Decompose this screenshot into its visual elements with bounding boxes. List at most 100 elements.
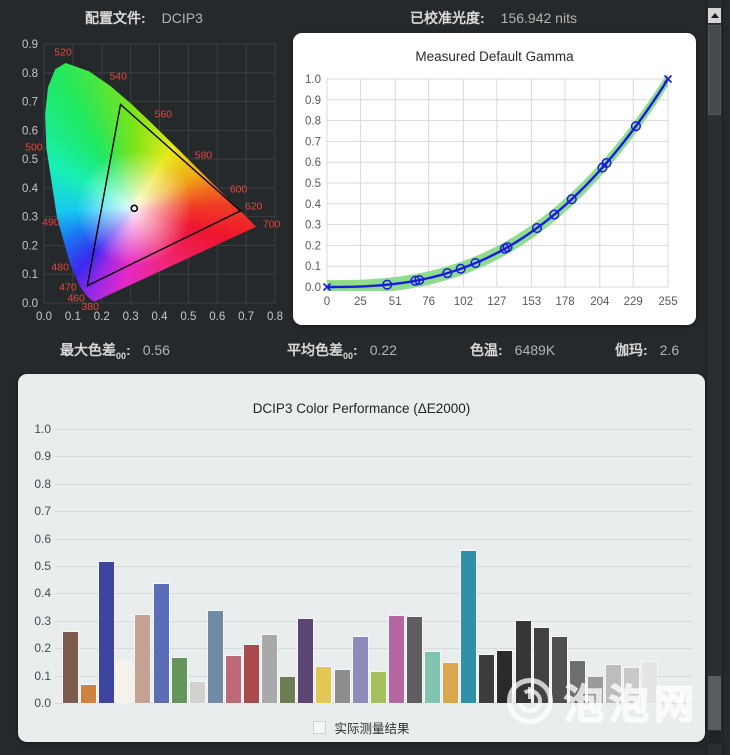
svg-text:0.4: 0.4 <box>152 311 169 323</box>
svg-text:0.4: 0.4 <box>305 199 322 211</box>
profile-field: 配置文件: DCIP3 <box>85 8 203 28</box>
wavelength-label: 700 <box>263 219 281 231</box>
svg-text:0.3: 0.3 <box>305 220 321 232</box>
svg-text:76: 76 <box>422 296 435 308</box>
svg-text:0.1: 0.1 <box>65 311 81 323</box>
bar <box>298 619 314 703</box>
y-tick-label: 0.6 <box>34 531 51 546</box>
svg-text:0.7: 0.7 <box>305 136 321 148</box>
scrollbar-thumb-bottom[interactable] <box>708 676 721 730</box>
bar <box>189 681 205 703</box>
wavelength-label: 460 <box>67 293 85 305</box>
legend-label[interactable]: 实际测量结果 <box>334 722 410 736</box>
bar <box>606 665 621 703</box>
svg-text:0.7: 0.7 <box>238 311 254 323</box>
bar <box>406 617 422 703</box>
wavelength-label: 490 <box>42 217 60 229</box>
gridline <box>55 483 693 485</box>
svg-text:153: 153 <box>522 296 541 308</box>
bar <box>569 660 585 703</box>
y-tick-label: 0.9 <box>34 449 51 464</box>
svg-text:0.2: 0.2 <box>305 240 321 252</box>
bar <box>443 663 459 703</box>
bar <box>117 661 133 703</box>
scrollbar-bottom-cap <box>708 731 721 744</box>
gamma-chart-title: Measured Default Gamma <box>415 49 574 64</box>
luminance-value: 156.942 nits <box>500 10 577 26</box>
bar <box>642 662 658 703</box>
luminance-label: 已校准光度: <box>410 10 485 26</box>
scrollbar-thumb-top[interactable] <box>708 25 721 115</box>
gridline <box>55 538 693 540</box>
bar <box>63 631 78 703</box>
svg-text:0.5: 0.5 <box>22 154 38 166</box>
stat-item: 色温: 6489K <box>470 342 556 358</box>
gridline <box>55 593 693 595</box>
bar <box>352 636 368 703</box>
svg-text:0.3: 0.3 <box>22 212 38 224</box>
svg-text:0.0: 0.0 <box>36 311 52 323</box>
svg-text:0.3: 0.3 <box>123 311 139 323</box>
legend-checkbox[interactable] <box>313 721 327 734</box>
svg-text:229: 229 <box>624 296 643 308</box>
bar <box>262 635 278 703</box>
y-tick-label: 0.4 <box>34 586 51 601</box>
y-tick-label: 0.8 <box>34 476 51 491</box>
y-tick-label: 0.3 <box>34 613 51 628</box>
wavelength-label: 480 <box>51 262 69 274</box>
wavelength-label: 380 <box>81 301 99 313</box>
bar-chart-legend: 实际测量结果 <box>18 718 705 737</box>
bar <box>225 656 241 703</box>
svg-text:0.8: 0.8 <box>22 68 38 80</box>
svg-text:178: 178 <box>555 296 574 308</box>
y-tick-label: 0.0 <box>34 696 51 710</box>
wavelength-label: 500 <box>25 142 43 154</box>
bar <box>425 652 440 703</box>
wavelength-label: 620 <box>245 201 263 213</box>
wavelength-label: 560 <box>154 109 172 121</box>
svg-text:127: 127 <box>487 296 506 308</box>
wavelength-label: 580 <box>195 150 213 162</box>
summary-stats-row: 最大色差00: 0.56 平均色差00: 0.22 色温: 6489K 伽玛: 2.6 <box>0 340 730 362</box>
gamma-chart-card: Measured Default Gamma 0 25 51 76 102 127 153 1… <box>293 33 696 325</box>
gamma-plot: 0 25 51 76 102 127 153 178 204 229 255 1.0 0.9 0.8 0.7… <box>305 74 678 308</box>
gridline <box>55 648 693 650</box>
bar <box>81 685 97 703</box>
wavelength-label: 520 <box>54 47 72 59</box>
stat-value: 6489K <box>514 342 556 358</box>
y-tick-label: 0.2 <box>34 641 51 656</box>
wavelength-label: 540 <box>109 71 127 83</box>
bar <box>99 561 115 703</box>
y-tick-label: 0.5 <box>34 559 51 573</box>
svg-text:0.6: 0.6 <box>22 125 38 137</box>
bar <box>370 672 386 703</box>
bar <box>171 658 187 703</box>
gridline <box>55 703 693 704</box>
wavelength-label: 470 <box>59 281 77 293</box>
svg-text:0.6: 0.6 <box>305 157 321 169</box>
svg-text:0.8: 0.8 <box>305 116 321 128</box>
svg-text:0.2: 0.2 <box>22 240 38 252</box>
svg-text:255: 255 <box>658 296 677 308</box>
bar-chart-title: DCIP3 Color Performance (ΔE2000) <box>252 401 471 416</box>
bar <box>388 616 404 703</box>
y-tick-label: 0.7 <box>34 504 51 519</box>
svg-text:0.0: 0.0 <box>305 282 321 294</box>
y-tick-label: 0.1 <box>34 668 51 683</box>
gridline <box>55 511 693 513</box>
stat-item: 最大色差00: 0.56 <box>60 342 170 361</box>
profile-label: 配置文件: <box>85 10 146 26</box>
svg-text:0.1: 0.1 <box>305 261 321 273</box>
bar <box>280 676 296 703</box>
y-tick-label: 1.0 <box>34 422 51 436</box>
svg-text:0.4: 0.4 <box>22 183 39 195</box>
stat-item: 平均色差00: 0.22 <box>287 342 397 361</box>
svg-text:0.9: 0.9 <box>22 39 38 51</box>
svg-text:0.5: 0.5 <box>305 178 321 190</box>
scroll-up-button[interactable] <box>708 8 721 23</box>
svg-text:0.7: 0.7 <box>22 97 38 109</box>
luminance-field: 已校准光度: 156.942 nits <box>410 8 577 28</box>
bar <box>135 615 151 703</box>
vertical-scrollbar[interactable] <box>706 0 723 755</box>
